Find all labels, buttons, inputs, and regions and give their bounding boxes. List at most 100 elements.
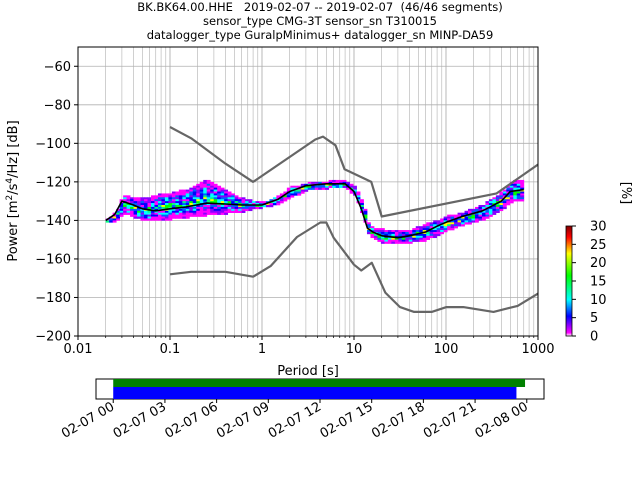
density-cell bbox=[332, 185, 337, 188]
density-cell bbox=[224, 193, 229, 196]
density-cell bbox=[286, 193, 291, 196]
density-cell bbox=[175, 193, 180, 196]
density-cell bbox=[391, 239, 396, 242]
density-cell bbox=[300, 189, 305, 192]
density-cell bbox=[210, 204, 215, 208]
density-cell bbox=[119, 206, 124, 210]
density-cell bbox=[224, 199, 229, 202]
density-cell bbox=[185, 208, 190, 212]
density-cell bbox=[178, 204, 183, 208]
density-cell bbox=[175, 197, 180, 200]
density-cell bbox=[394, 230, 399, 233]
density-cell bbox=[387, 233, 392, 237]
coverage-tick-label: 02-07 12 bbox=[266, 399, 324, 441]
density-cell bbox=[422, 239, 427, 242]
density-cell bbox=[133, 206, 138, 210]
y-axis-label: Power [m2/s4/Hz] [dB] bbox=[5, 120, 21, 261]
density-cell bbox=[447, 218, 451, 221]
density-cell bbox=[112, 220, 117, 223]
density-cell bbox=[412, 237, 417, 240]
density-cell bbox=[199, 197, 204, 200]
density-cell bbox=[279, 193, 284, 196]
density-cell bbox=[516, 191, 521, 194]
y-tick-label: −160 bbox=[35, 252, 71, 267]
density-cell bbox=[189, 210, 194, 213]
density-cell bbox=[147, 203, 152, 206]
density-cell bbox=[154, 212, 159, 215]
density-cell bbox=[335, 179, 340, 183]
density-cell bbox=[440, 228, 445, 231]
density-cell bbox=[429, 231, 434, 235]
density-cell bbox=[252, 201, 256, 204]
density-cell bbox=[471, 216, 476, 219]
density-cell bbox=[227, 204, 232, 208]
density-cell bbox=[182, 214, 187, 217]
density-cell bbox=[213, 189, 218, 192]
density-cell bbox=[513, 195, 518, 198]
density-cell bbox=[461, 216, 465, 219]
density-cell bbox=[506, 201, 511, 204]
density-cell bbox=[265, 204, 270, 208]
density-cell bbox=[161, 218, 166, 221]
density-cell bbox=[474, 206, 479, 210]
density-cell bbox=[422, 233, 427, 237]
density-cell bbox=[290, 187, 295, 190]
density-cell bbox=[245, 201, 249, 204]
density-cell bbox=[161, 201, 166, 204]
density-cell bbox=[450, 222, 455, 225]
density-cell bbox=[401, 239, 406, 242]
density-cell bbox=[509, 201, 514, 204]
density-cell bbox=[140, 197, 145, 200]
density-cell bbox=[210, 199, 215, 202]
density-cell bbox=[178, 197, 183, 200]
density-cell bbox=[457, 224, 462, 227]
density-cell bbox=[325, 183, 330, 187]
density-cell bbox=[481, 214, 486, 217]
density-cell bbox=[196, 212, 201, 215]
density-cell bbox=[307, 181, 312, 185]
density-cell bbox=[154, 206, 159, 210]
density-cell bbox=[412, 230, 417, 233]
density-cell bbox=[255, 206, 260, 210]
density-cell bbox=[447, 224, 451, 227]
density-cell bbox=[210, 189, 215, 192]
density-cell bbox=[168, 218, 173, 221]
density-cell bbox=[220, 212, 225, 215]
density-cell bbox=[147, 210, 152, 213]
density-cell bbox=[384, 237, 389, 240]
density-cell bbox=[203, 183, 208, 187]
density-cell bbox=[485, 212, 490, 215]
density-cell bbox=[210, 183, 215, 187]
density-cell bbox=[426, 237, 431, 240]
x-tick-label: 1000 bbox=[521, 342, 554, 357]
density-cell bbox=[478, 218, 483, 221]
data-coverage-bar bbox=[113, 379, 526, 387]
density-cell bbox=[436, 230, 441, 233]
density-cell bbox=[157, 216, 162, 219]
density-cell bbox=[474, 218, 479, 221]
density-cell bbox=[224, 189, 229, 192]
density-cell bbox=[171, 212, 176, 215]
density-cell bbox=[461, 212, 465, 215]
density-cell bbox=[189, 208, 194, 212]
density-cell bbox=[328, 183, 333, 187]
density-cell bbox=[185, 197, 190, 200]
density-cell bbox=[203, 208, 208, 212]
density-cell bbox=[231, 210, 235, 213]
density-cell bbox=[217, 208, 222, 212]
density-cell bbox=[513, 185, 518, 188]
density-cell bbox=[520, 185, 525, 188]
density-cell bbox=[297, 191, 302, 194]
density-cell bbox=[161, 216, 166, 219]
density-cell bbox=[189, 199, 194, 202]
density-cell bbox=[206, 181, 211, 185]
density-cell bbox=[495, 204, 500, 208]
density-cell bbox=[258, 206, 263, 210]
density-cell bbox=[450, 220, 455, 223]
density-cell bbox=[290, 185, 295, 188]
density-cell bbox=[506, 187, 511, 190]
density-cell bbox=[377, 231, 382, 235]
density-cell bbox=[168, 214, 173, 217]
density-cell bbox=[224, 204, 229, 208]
density-cell bbox=[217, 210, 222, 213]
